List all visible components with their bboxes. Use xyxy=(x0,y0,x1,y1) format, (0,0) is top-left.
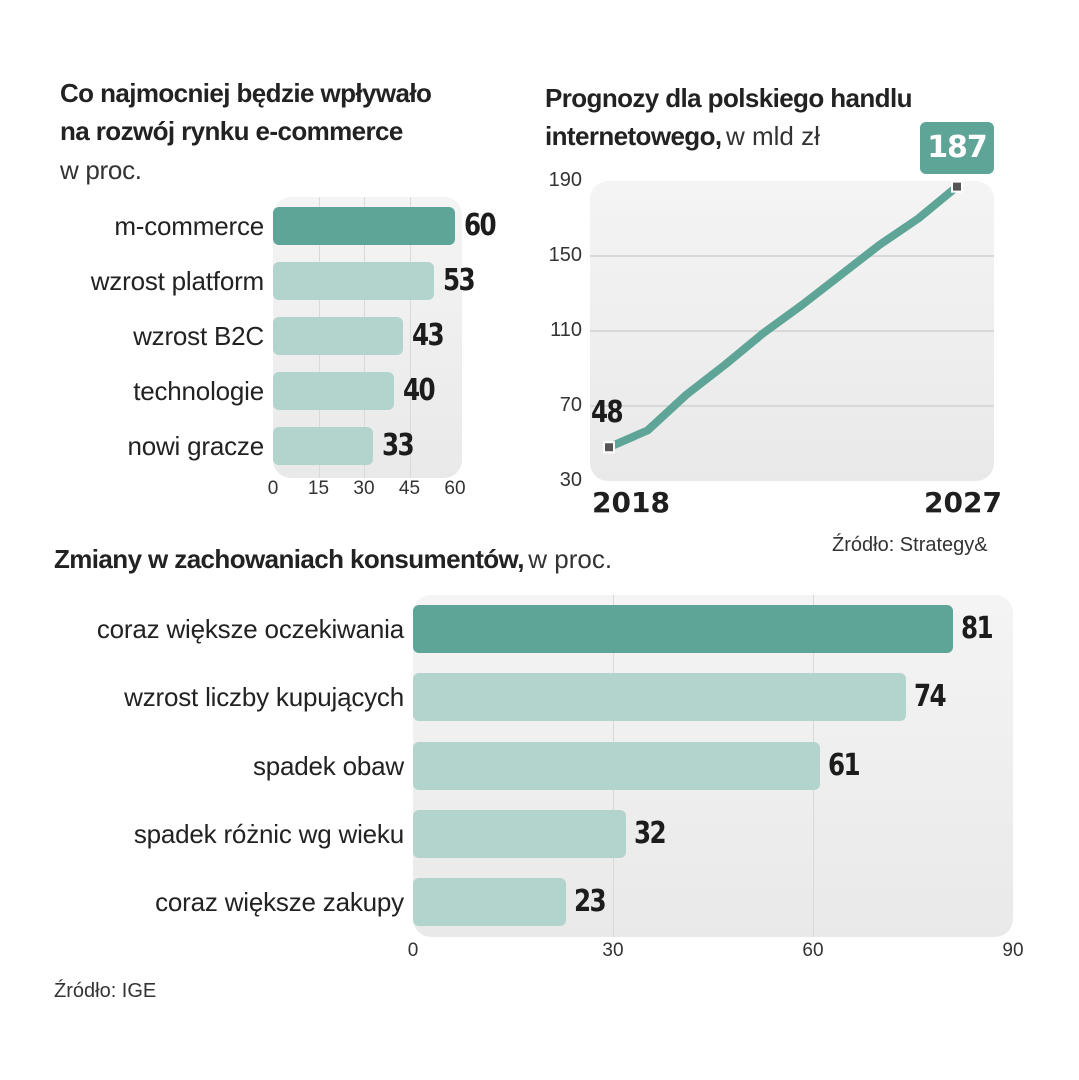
value-label: 53 xyxy=(442,263,476,298)
chart1-title-line2: na rozwój rynku e-commerce xyxy=(60,116,403,146)
value-label: 61 xyxy=(827,747,861,783)
chart3-area: 0 30 60 90 coraz większe oczekiwania 81 wzrost… xyxy=(96,595,1024,961)
chart2-svg xyxy=(590,180,994,454)
y-tick-label: 30 xyxy=(559,469,582,491)
value-label: 33 xyxy=(382,428,415,463)
x-tick-label: 60 xyxy=(802,940,824,961)
gridline-x xyxy=(409,197,411,478)
category-label: coraz większe zakupy xyxy=(155,887,404,918)
x-tick-label: 30 xyxy=(353,478,375,499)
value-label: 23 xyxy=(574,884,607,920)
x-tick-label: 45 xyxy=(398,478,421,499)
y-tick-label: 190 xyxy=(548,169,582,191)
chart2-title-bold: internetowego, xyxy=(545,121,722,151)
x-label-start: 2018 xyxy=(592,486,670,519)
x-tick-label: 30 xyxy=(602,940,624,961)
y-tick-label: 70 xyxy=(559,394,582,416)
chart2-title-unit: w mld zł xyxy=(725,121,820,151)
y-tick-label: 110 xyxy=(550,319,582,341)
value-label: 43 xyxy=(412,318,445,353)
bar xyxy=(413,605,953,653)
end-point-marker xyxy=(951,180,963,193)
category-label: spadek obaw xyxy=(252,750,404,781)
bar xyxy=(273,372,395,410)
y-tick-label: 150 xyxy=(548,244,582,266)
bar xyxy=(413,809,627,858)
category-label: wzrost liczby kupujących xyxy=(124,682,404,713)
start-value-label: 48 xyxy=(591,395,624,431)
start-point-marker xyxy=(603,441,615,454)
chart1-subtitle: w proc. xyxy=(60,155,142,185)
category-label: wzrost platform xyxy=(90,266,264,296)
value-label: 81 xyxy=(961,611,994,646)
category-label: spadek różnic wg wieku xyxy=(133,818,404,849)
bar xyxy=(273,207,455,245)
bar xyxy=(273,427,374,465)
chart3-title-unit: w proc. xyxy=(528,544,613,574)
x-tick-label: 0 xyxy=(407,940,419,961)
value-label: 60 xyxy=(464,208,497,243)
category-label: wzrost B2C xyxy=(133,321,264,351)
x-tick-label: 90 xyxy=(1002,940,1024,961)
bar xyxy=(413,878,567,927)
bar xyxy=(273,262,434,300)
value-label: 40 xyxy=(403,373,436,408)
chart2-source: Źródło: Strategy& xyxy=(832,534,988,556)
bar xyxy=(273,317,404,355)
category-label: technologie xyxy=(133,376,264,406)
bar xyxy=(413,673,907,722)
chart3-title-bold: Zmiany w zachowaniach konsumentów, xyxy=(54,544,524,574)
value-label: 32 xyxy=(634,815,667,851)
category-label: m-commerce xyxy=(114,211,264,241)
chart2-area: 30 70 110 150 190 48 187 2018 2027 xyxy=(548,122,1002,519)
bar xyxy=(413,741,820,790)
chart2-title-line2: internetowego, w mld zł xyxy=(545,118,820,154)
chart1-area: 0 15 30 45 60 m-commerce 60 wzrost platform 53 wz… xyxy=(0,0,1079,520)
x-tick-label: 15 xyxy=(307,478,330,499)
end-value-badge: 187 xyxy=(920,122,994,174)
chart2-title-line1: Prognozy dla polskiego handlu xyxy=(545,83,912,113)
x-tick-label: 0 xyxy=(267,478,279,499)
x-label-end: 2027 xyxy=(924,486,1002,519)
series-line xyxy=(607,183,960,451)
category-label: nowi gracze xyxy=(127,431,264,461)
value-label: 74 xyxy=(914,679,947,715)
chart1-title-line1: Co najmocniej będzie wpływało xyxy=(60,78,432,108)
x-tick-label: 60 xyxy=(444,478,466,499)
chart3-source: Źródło: IGE xyxy=(54,980,157,1002)
category-label: coraz większe oczekiwania xyxy=(96,614,404,644)
chart3-title: Zmiany w zachowaniach konsumentów, w pro… xyxy=(54,541,612,577)
